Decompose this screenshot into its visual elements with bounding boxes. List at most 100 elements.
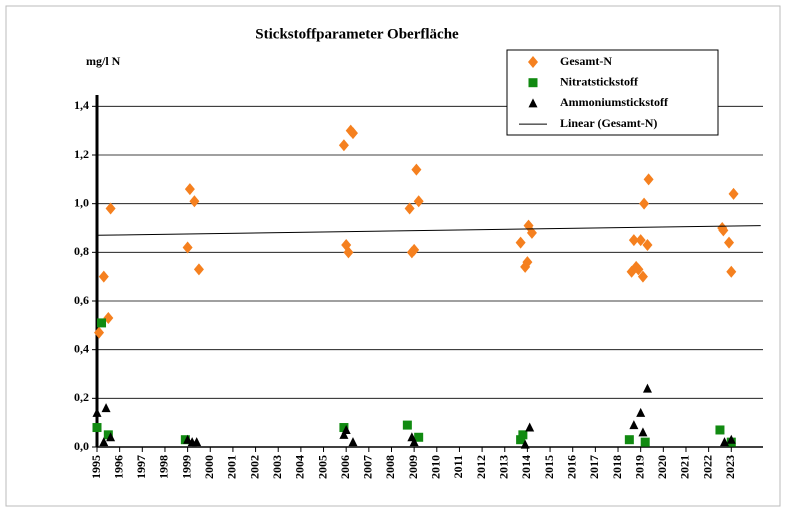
x-tick-label: 1996 — [111, 455, 125, 479]
diamond-point — [193, 263, 204, 276]
y-tick-label: 0,4 — [74, 341, 89, 355]
square-point — [528, 78, 538, 88]
diamond-point — [643, 173, 654, 186]
triangle-point — [525, 422, 535, 432]
triangle-point — [341, 424, 351, 434]
x-tick-label: 2002 — [247, 455, 261, 479]
x-tick-label: 2006 — [338, 455, 352, 479]
x-tick-label: 2007 — [361, 455, 375, 479]
diamond-point — [94, 326, 105, 339]
y-tick-label: 1,4 — [74, 98, 89, 112]
triangle-point — [726, 434, 736, 444]
diamond-point — [728, 187, 739, 200]
legend-label: Ammoniumstickstoff — [560, 95, 669, 109]
square-point — [402, 420, 412, 430]
x-tick-label: 2005 — [315, 455, 329, 479]
x-tick-label: 2003 — [270, 455, 284, 479]
x-tick-label: 2010 — [429, 455, 443, 479]
legend-box — [506, 49, 719, 136]
x-tick-label: 2013 — [497, 455, 511, 479]
triangle-point — [520, 439, 530, 449]
diamond-point — [182, 241, 193, 254]
triangle-point — [629, 420, 639, 430]
x-tick-label: 2016 — [564, 455, 578, 479]
diamond-point — [404, 202, 415, 215]
x-tick-label: 2020 — [655, 455, 669, 479]
x-tick-label: 1997 — [134, 455, 148, 479]
y-tick-label: 0,0 — [74, 439, 89, 453]
x-tick-label: 2021 — [678, 455, 692, 479]
x-tick-label: 2001 — [225, 455, 239, 479]
square-point — [518, 430, 528, 440]
legend: Gesamt-N Nitratstickstoff Ammoniumsticksto… — [506, 49, 719, 136]
triangle-point — [528, 98, 538, 108]
square-point — [640, 437, 650, 447]
y-tick-label: 0,2 — [74, 390, 89, 404]
diamond-point — [526, 226, 537, 239]
x-tick-label: 1995 — [89, 455, 103, 479]
triangle-point — [106, 432, 116, 442]
triangle-point — [92, 407, 102, 417]
diamond-point — [105, 202, 116, 215]
x-tick-label: 2000 — [202, 455, 216, 479]
diamond-point — [724, 236, 735, 249]
x-tick-label: 2015 — [542, 455, 556, 479]
legend-label: Nitratstickstoff — [560, 74, 639, 88]
triangle-point — [99, 437, 109, 447]
diamond-point — [184, 183, 195, 196]
triangle-point — [642, 383, 652, 393]
diamond-point — [522, 256, 533, 269]
diamond-point — [98, 270, 109, 283]
diamond-point — [635, 234, 646, 247]
triangle-point — [636, 407, 646, 417]
diamond-point — [409, 243, 420, 256]
triangle-point — [192, 437, 202, 447]
x-tick-label: 1999 — [179, 455, 193, 479]
diamond-point — [631, 260, 642, 273]
diamond-point — [189, 195, 200, 208]
triangle-point — [409, 437, 419, 447]
triangle-point — [339, 429, 349, 439]
diamond-point — [515, 236, 526, 249]
x-tick-label: 2022 — [700, 455, 714, 479]
square-point — [624, 435, 634, 445]
diamond-point — [347, 127, 358, 140]
diamond-point — [413, 195, 424, 208]
square-point — [516, 435, 526, 445]
y-tick-label: 0,8 — [74, 244, 89, 258]
x-tick-label: 2023 — [723, 455, 737, 479]
chart-title: Stickstoffparameter Oberfläche — [255, 26, 459, 42]
x-tick-label: 2017 — [587, 455, 601, 479]
square-point — [715, 425, 725, 435]
y-axis-label: mg/l N — [86, 54, 121, 68]
legend-label: Linear (Gesamt-N) — [560, 116, 657, 130]
y-tick-label: 1,0 — [74, 195, 89, 209]
triangle-point — [638, 427, 648, 437]
trend-line — [96, 225, 761, 236]
triangle-point — [183, 434, 193, 444]
triangle-point — [719, 437, 729, 447]
legend-label: Gesamt-N — [560, 54, 612, 68]
triangle-point — [348, 437, 358, 447]
x-tick-label: 2019 — [632, 455, 646, 479]
square-point — [92, 423, 102, 433]
y-tick-label: 0,6 — [74, 293, 89, 307]
diamond-point — [718, 224, 729, 237]
square-point — [339, 423, 349, 433]
diamond-point — [343, 246, 354, 259]
x-tick-label: 2012 — [474, 455, 488, 479]
diamond-point — [528, 56, 538, 68]
x-tick-label: 2014 — [519, 455, 533, 479]
square-point — [103, 430, 113, 440]
x-tick-label: 2018 — [610, 455, 624, 479]
y-tick-label: 1,2 — [74, 147, 89, 161]
diamond-point — [726, 265, 737, 278]
diamond-point — [639, 197, 650, 210]
square-point — [97, 318, 107, 328]
diamond-point — [628, 234, 639, 247]
diamond-point — [642, 239, 653, 252]
square-point — [414, 432, 424, 442]
diamond-point — [338, 139, 349, 152]
